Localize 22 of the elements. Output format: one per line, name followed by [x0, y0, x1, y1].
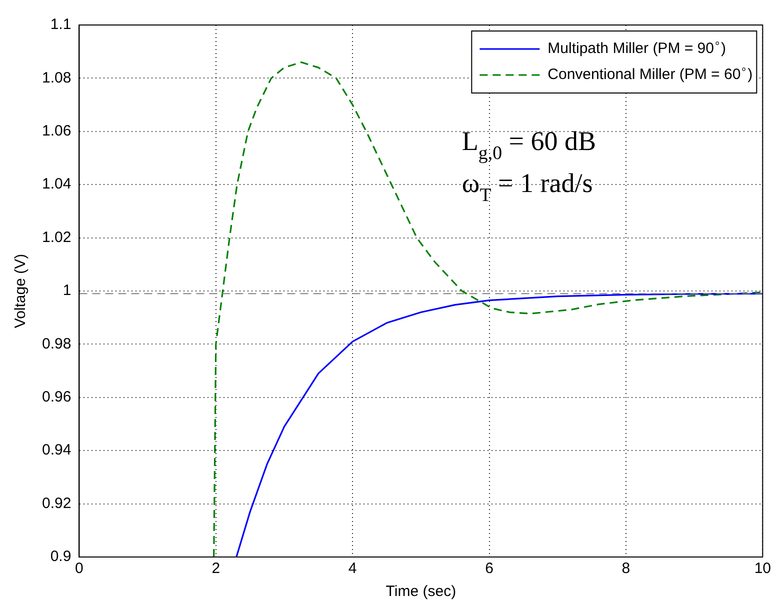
legend-label: Multipath Miller (PM = 90∘) — [548, 36, 726, 58]
y-tick-label: 0.92 — [42, 494, 72, 512]
y-tick-label: 1 — [62, 282, 72, 300]
y-tick-label: 1.06 — [42, 122, 72, 140]
y-tick-label: 0.96 — [42, 388, 72, 406]
x-tick-label: 4 — [348, 560, 357, 578]
x-tick-label: 6 — [485, 560, 494, 578]
y-tick-label: 0.98 — [42, 335, 72, 352]
y-tick-label: 0.94 — [42, 442, 72, 459]
legend-label: Conventional Miller (PM = 60∘) — [548, 62, 753, 84]
y-tick-label: 1.02 — [42, 228, 72, 246]
x-axis-title: Time (sec) — [386, 583, 456, 600]
y-tick-label: 1.04 — [42, 176, 72, 193]
line-series — [213, 61, 763, 557]
y-tick-label: 1.1 — [50, 16, 72, 34]
x-tick-label: 0 — [75, 560, 84, 578]
x-tick-label: 2 — [212, 560, 220, 578]
y-tick-label: 0.9 — [50, 548, 72, 566]
y-axis-title: Voltage (V) — [12, 254, 30, 328]
y-tick-label: 1.08 — [42, 69, 72, 86]
x-tick-label: 10 — [754, 560, 771, 578]
x-tick-label: 8 — [622, 560, 630, 578]
